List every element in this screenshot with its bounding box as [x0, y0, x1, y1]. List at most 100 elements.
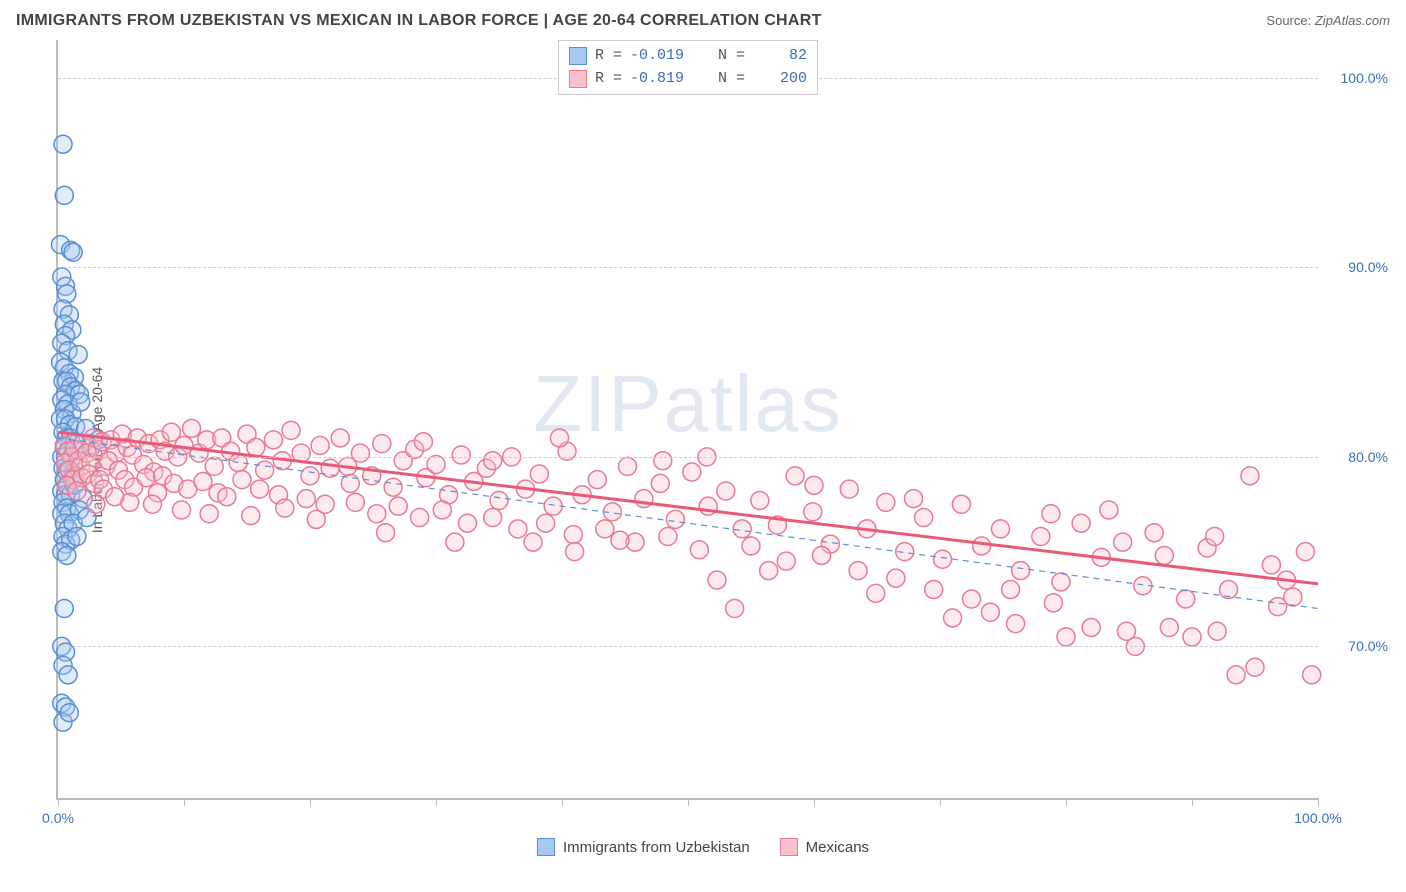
scatter-point: [233, 471, 251, 489]
scatter-point: [537, 514, 555, 532]
legend-r-value: -0.819: [630, 68, 684, 91]
scatter-point: [509, 520, 527, 538]
scatter-point: [915, 509, 933, 527]
scatter-point: [867, 584, 885, 602]
scatter-point: [1155, 546, 1173, 564]
scatter-point: [144, 495, 162, 513]
scatter-point: [524, 533, 542, 551]
scatter-point: [813, 546, 831, 564]
scatter-point: [427, 455, 445, 473]
legend-swatch: [780, 838, 798, 856]
scatter-point: [877, 493, 895, 511]
legend-label: Mexicans: [806, 839, 869, 856]
scatter-point: [726, 600, 744, 618]
scatter-point: [925, 581, 943, 599]
scatter-point: [68, 527, 86, 545]
x-tick: [1192, 798, 1193, 806]
scatter-point: [981, 603, 999, 621]
legend-n-label: N =: [718, 45, 745, 68]
scatter-point: [952, 495, 970, 513]
scatter-point: [1007, 615, 1025, 633]
scatter-point: [183, 419, 201, 437]
scatter-point: [301, 467, 319, 485]
scatter-point: [1042, 505, 1060, 523]
legend-n-label: N =: [718, 68, 745, 91]
x-tick: [562, 798, 563, 806]
scatter-point: [87, 495, 105, 513]
scatter-point: [256, 461, 274, 479]
scatter-point: [218, 488, 236, 506]
scatter-point: [683, 463, 701, 481]
scatter-point: [55, 600, 73, 618]
scatter-point: [459, 514, 477, 532]
scatter-point: [59, 666, 77, 684]
scatter-point: [1082, 618, 1100, 636]
scatter-point: [666, 510, 684, 528]
scatter-point: [611, 531, 629, 549]
x-tick: [184, 798, 185, 806]
y-tick-label: 100.0%: [1328, 70, 1388, 86]
x-tick: [436, 798, 437, 806]
plot-svg: [58, 40, 1318, 798]
scatter-point: [331, 429, 349, 447]
gridline: [58, 457, 1318, 458]
legend-label: Immigrants from Uzbekistan: [563, 839, 750, 856]
x-tick: [310, 798, 311, 806]
scatter-point: [1052, 573, 1070, 591]
x-tick: [688, 798, 689, 806]
scatter-point: [282, 421, 300, 439]
scatter-point: [963, 590, 981, 608]
legend-swatch: [569, 47, 587, 65]
scatter-point: [1160, 618, 1178, 636]
scatter-point: [1296, 543, 1314, 561]
scatter-point: [550, 429, 568, 447]
scatter-point: [69, 346, 87, 364]
scatter-point: [276, 499, 294, 517]
scatter-point: [247, 438, 265, 456]
scatter-point: [717, 482, 735, 500]
scatter-point: [205, 457, 223, 475]
scatter-point: [751, 491, 769, 509]
scatter-point: [368, 505, 386, 523]
scatter-point: [566, 543, 584, 561]
scatter-point: [194, 473, 212, 491]
scatter-point: [651, 474, 669, 492]
legend-item: Immigrants from Uzbekistan: [537, 838, 750, 856]
scatter-point: [1177, 590, 1195, 608]
chart-source: Source: ZipAtlas.com: [1266, 13, 1390, 28]
scatter-point: [905, 490, 923, 508]
scatter-point: [654, 452, 672, 470]
scatter-point: [490, 491, 508, 509]
scatter-point: [1262, 556, 1280, 574]
scatter-point: [446, 533, 464, 551]
scatter-point: [1183, 628, 1201, 646]
scatter-point: [742, 537, 760, 555]
scatter-point: [1241, 467, 1259, 485]
scatter-point: [1057, 628, 1075, 646]
legend-swatch: [537, 838, 555, 856]
scatter-point: [530, 465, 548, 483]
scatter-point: [106, 488, 124, 506]
gridline: [58, 646, 1318, 647]
scatter-point: [1145, 524, 1163, 542]
legend-footer: Immigrants from Uzbekistan Mexicans: [537, 838, 869, 856]
legend-stats-box: R =-0.019 N =82R =-0.819 N =200: [558, 40, 818, 95]
legend-r-value: -0.019: [630, 45, 684, 68]
legend-swatch: [569, 70, 587, 88]
scatter-point: [297, 490, 315, 508]
scatter-point: [840, 480, 858, 498]
scatter-point: [1208, 622, 1226, 640]
legend-n-value: 200: [753, 68, 807, 91]
scatter-point: [264, 431, 282, 449]
scatter-point: [849, 562, 867, 580]
scatter-point: [1303, 666, 1321, 684]
scatter-point: [804, 503, 822, 521]
source-label: Source:: [1266, 13, 1311, 28]
scatter-point: [805, 476, 823, 494]
y-tick-label: 90.0%: [1328, 259, 1388, 275]
source-value: ZipAtlas.com: [1315, 13, 1390, 28]
scatter-point: [659, 527, 677, 545]
scatter-point: [172, 501, 190, 519]
scatter-point: [690, 541, 708, 559]
scatter-point: [760, 562, 778, 580]
